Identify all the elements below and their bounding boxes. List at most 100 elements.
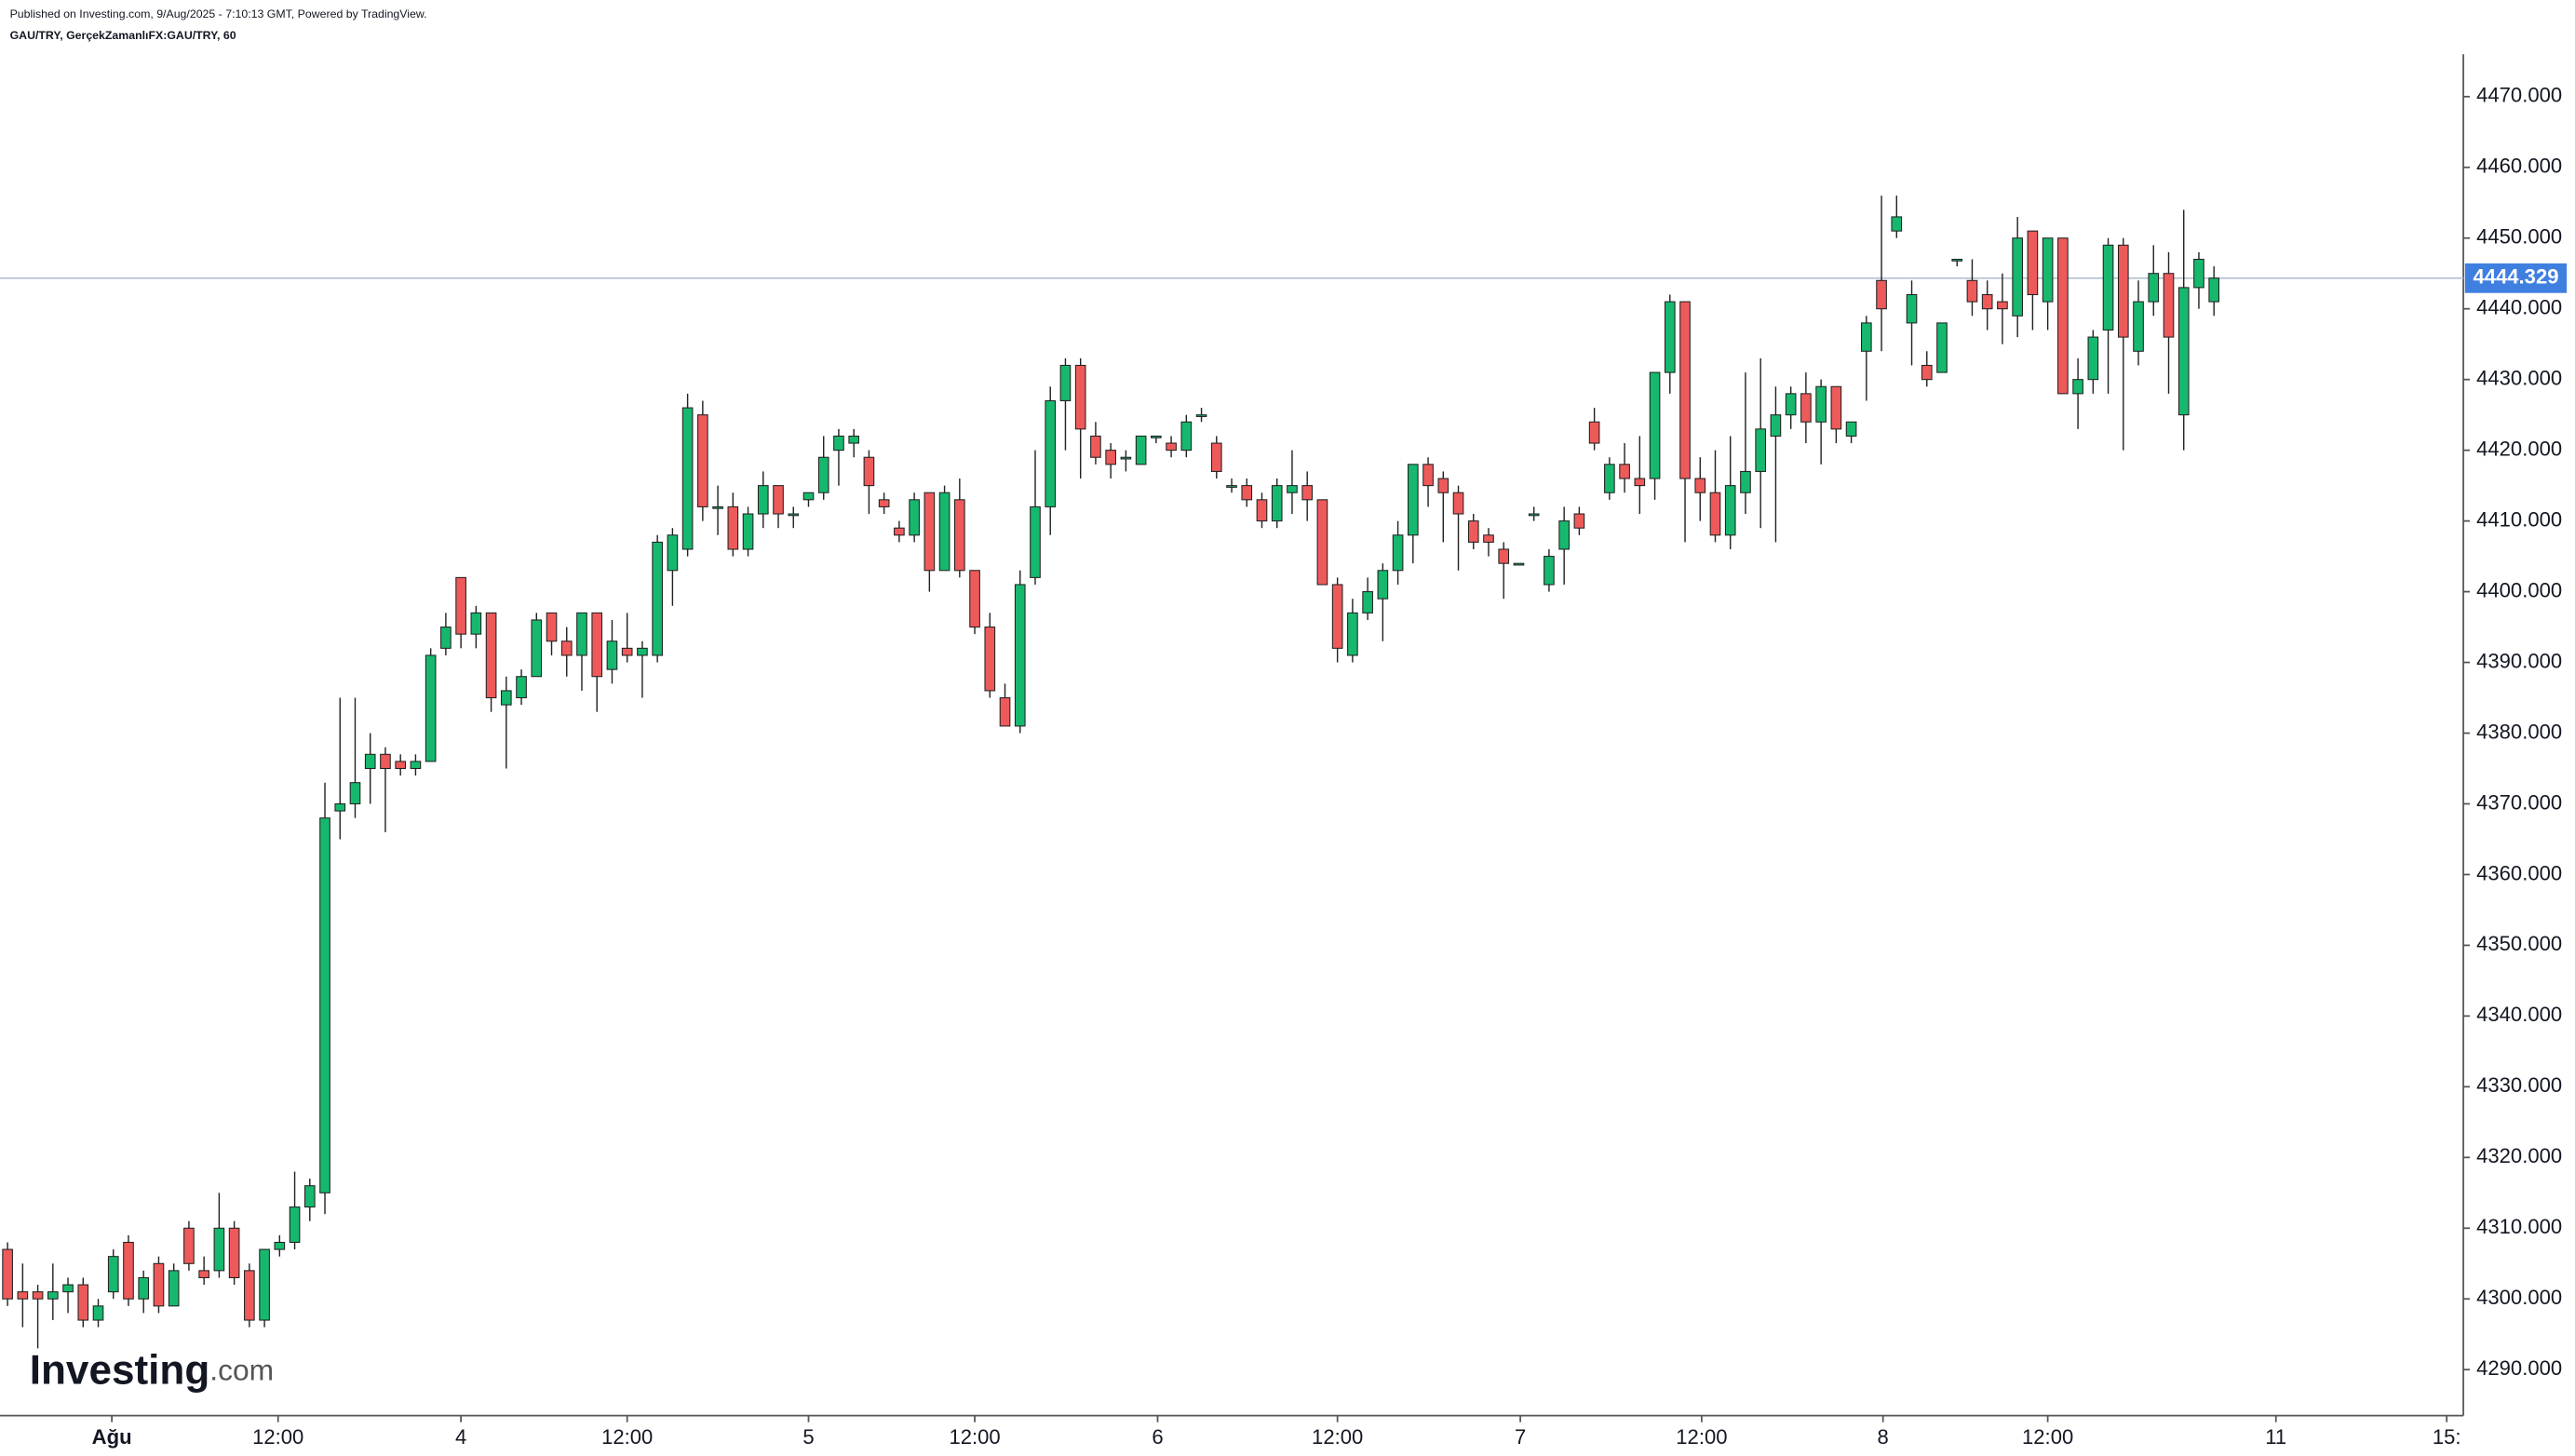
- y-tick-label: 4470.000: [2476, 84, 2562, 107]
- candle-body: [2148, 273, 2160, 303]
- published-note: Published on Investing.com, 9/Aug/2025 -…: [10, 7, 427, 20]
- candle-body: [1634, 478, 1646, 487]
- candle-body: [77, 1284, 89, 1321]
- candle-body: [1845, 421, 1857, 437]
- candle-body: [1180, 421, 1193, 452]
- candle-body: [1528, 513, 1540, 517]
- candle-body: [349, 782, 361, 805]
- candle-body: [788, 513, 800, 517]
- candle-body: [1105, 450, 1116, 465]
- candle-body: [123, 1241, 134, 1300]
- y-tick-label: 4340.000: [2476, 1003, 2562, 1026]
- y-tick-label: 4300.000: [2476, 1286, 2562, 1309]
- candle-body: [1316, 499, 1328, 586]
- candle-body: [652, 541, 663, 656]
- candle-body: [168, 1270, 180, 1307]
- candle-body: [17, 1291, 29, 1300]
- candle-body: [531, 619, 543, 678]
- candle-body: [938, 492, 950, 572]
- x-tick-label: 8: [1878, 1425, 1889, 1449]
- x-tick-label: 4: [455, 1425, 466, 1449]
- candle-body: [1694, 478, 1706, 493]
- y-tick-label: 4330.000: [2476, 1073, 2562, 1097]
- candle-body: [1195, 414, 1207, 417]
- candle-body: [833, 435, 844, 452]
- candle-body: [863, 456, 875, 487]
- candle-body: [1498, 548, 1510, 564]
- symbol-label: GAU/TRY, GerçekZamanlıFX:GAU/TRY, 60: [10, 29, 236, 42]
- y-tick-label: 4450.000: [2476, 225, 2562, 249]
- y-tick-label: 4370.000: [2476, 790, 2562, 814]
- candle-body: [289, 1206, 301, 1244]
- candle-body: [667, 534, 679, 572]
- y-tick-label: 4460.000: [2476, 155, 2562, 178]
- candle-body: [1800, 393, 1812, 423]
- candle-body: [274, 1241, 286, 1250]
- x-tick-label: Ağu: [92, 1425, 132, 1449]
- candle-body: [637, 647, 648, 656]
- y-tick-label: 4390.000: [2476, 649, 2562, 672]
- candle-body: [1241, 485, 1253, 501]
- candle-body: [1755, 428, 1767, 472]
- candle-body: [198, 1270, 209, 1278]
- y-tick-label: 4290.000: [2476, 1356, 2562, 1380]
- candle-body: [1981, 293, 1993, 310]
- x-tick-label: 12:00: [252, 1425, 303, 1449]
- candle-body: [697, 414, 708, 507]
- candle-body: [1377, 570, 1389, 600]
- candle-body: [923, 492, 936, 572]
- x-tick-label: 12:00: [949, 1425, 1000, 1449]
- candle-body: [183, 1227, 195, 1264]
- candle-body: [1861, 322, 1872, 352]
- candle-body: [1997, 301, 2008, 310]
- x-tick-label: 5: [802, 1425, 814, 1449]
- candle-body: [1951, 258, 1963, 262]
- candle-body: [1408, 464, 1419, 536]
- x-tick-label: 12:00: [1676, 1425, 1727, 1449]
- logo: Investing.com: [30, 1347, 274, 1393]
- candle-body: [1347, 612, 1358, 656]
- candle-body: [1090, 435, 1101, 458]
- candle-body: [1331, 584, 1343, 649]
- candle-body: [1271, 485, 1283, 522]
- candle-body: [757, 485, 769, 515]
- x-tick-label: 11: [2265, 1425, 2286, 1449]
- candle-body: [213, 1227, 225, 1272]
- candle-body: [1422, 464, 1434, 487]
- candle-body: [1891, 216, 1903, 232]
- candle-body: [425, 654, 437, 762]
- candle-body: [1362, 591, 1373, 613]
- logo-name: Investing: [30, 1347, 210, 1393]
- candle-body: [1513, 562, 1525, 566]
- y-tick-label: 4420.000: [2476, 437, 2562, 460]
- candle-body: [380, 753, 391, 770]
- candle-body: [1287, 485, 1298, 493]
- candle-body: [1966, 279, 1978, 303]
- candle-body: [802, 492, 815, 501]
- candle-body: [1256, 499, 1268, 522]
- candle-body: [894, 527, 905, 536]
- candle-body: [1166, 442, 1177, 452]
- candle-body: [1045, 399, 1057, 507]
- candle-body: [1876, 279, 1887, 310]
- y-tick-label: 4310.000: [2476, 1215, 2562, 1238]
- candle-body: [712, 506, 723, 509]
- candle-body: [47, 1291, 59, 1300]
- last-price-label: 4444.329: [2474, 265, 2559, 289]
- candle-body: [1573, 513, 1585, 529]
- candle-body: [62, 1284, 74, 1293]
- candle-body: [244, 1270, 255, 1321]
- candle-body: [2208, 277, 2220, 303]
- x-tick-label: 12:00: [1312, 1425, 1363, 1449]
- candle-body: [2072, 379, 2083, 395]
- x-tick-label: 7: [1515, 1425, 1526, 1449]
- candle-body: [228, 1227, 240, 1278]
- candle-body: [2177, 287, 2190, 416]
- candle-body: [1815, 385, 1827, 423]
- candle-body: [1059, 364, 1072, 401]
- candle-body: [1452, 492, 1464, 515]
- logo-suffix: .com: [209, 1354, 274, 1387]
- candle-body: [1649, 371, 1661, 479]
- candle-body: [984, 627, 996, 692]
